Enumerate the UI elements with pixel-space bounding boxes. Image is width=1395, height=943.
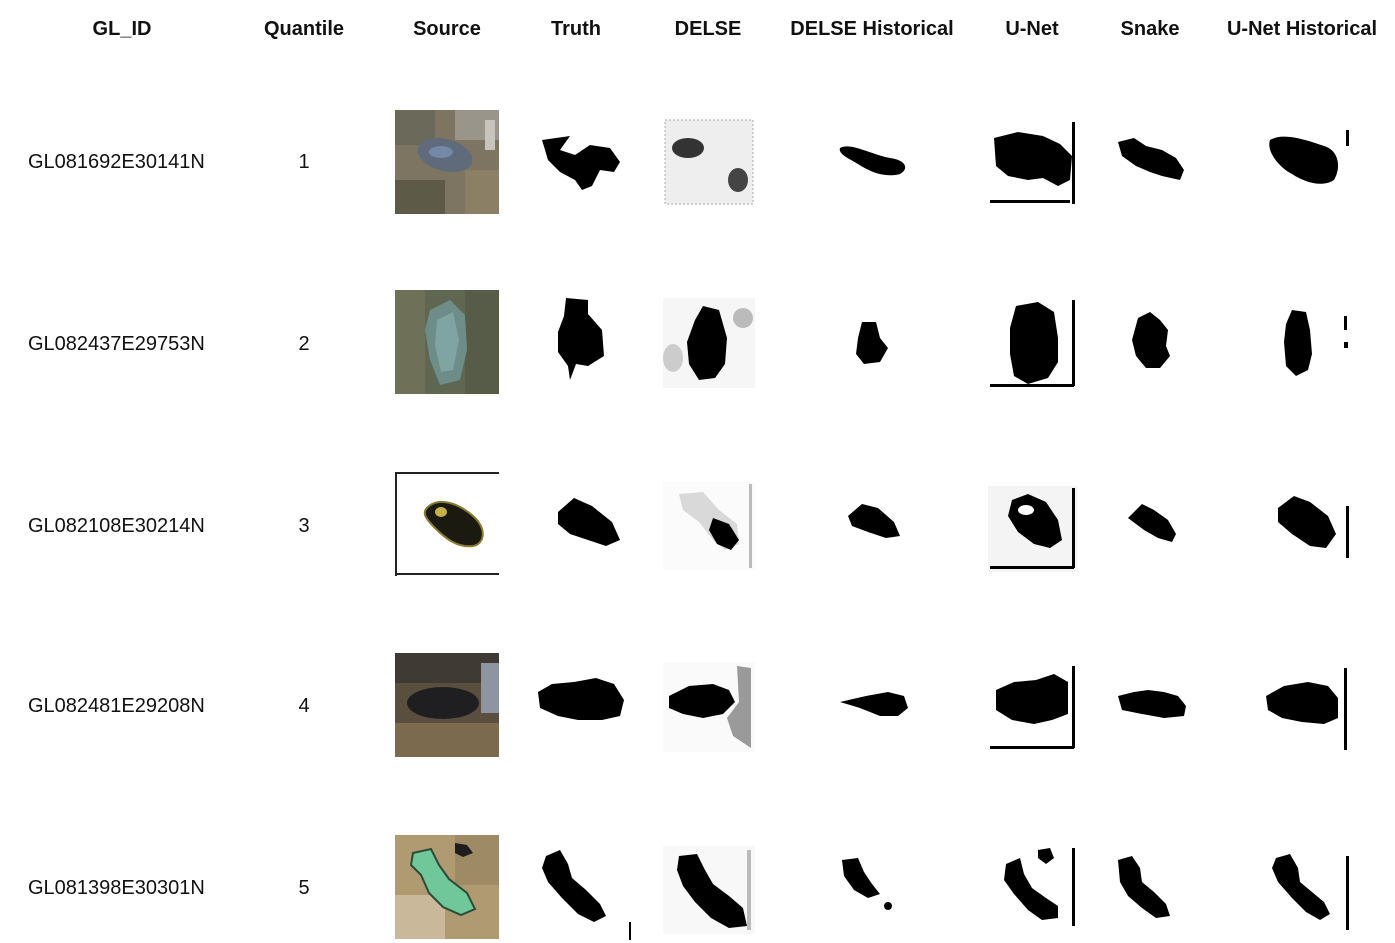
snake-mask: [1118, 856, 1170, 918]
quantile-cell: 5: [298, 877, 310, 899]
divider-tick: [629, 922, 631, 940]
header-truth: Truth: [551, 18, 601, 40]
snake-mask: [1132, 312, 1170, 368]
quantile-cell: 3: [298, 515, 310, 537]
truth-mask: [542, 850, 606, 922]
source-image: [395, 110, 499, 214]
delse-mask: [663, 118, 755, 206]
unet-mask: [988, 486, 1078, 572]
truth-mask: [542, 136, 620, 190]
source-image: [395, 835, 499, 939]
unet-historical-mask: [1278, 496, 1349, 558]
source-image: [395, 653, 499, 757]
unet-historical-mask: [1272, 854, 1349, 930]
gl-id-cell: GL082108E30214N: [28, 515, 205, 537]
header-unet: U-Net: [1005, 18, 1059, 40]
gl-id-cell: GL081398E30301N: [28, 877, 205, 899]
delse-historical-mask: [839, 146, 906, 176]
unet-mask: [1004, 848, 1075, 926]
unet-mask: [990, 300, 1075, 387]
unet-historical-mask: [1284, 310, 1348, 376]
header-delse: DELSE: [674, 18, 742, 40]
source-image: [395, 290, 499, 394]
delse-historical-mask: [840, 692, 908, 716]
snake-mask: [1118, 138, 1184, 180]
delse-mask: [663, 298, 755, 388]
truth-mask: [558, 298, 604, 380]
unet-historical-mask: [1269, 130, 1349, 184]
header-quantile: Quantile: [263, 18, 344, 40]
quantile-cell: 1: [298, 151, 310, 173]
snake-mask: [1118, 690, 1186, 718]
gl-id-cell: GL082481E29208N: [28, 695, 205, 717]
quantile-cell: 2: [298, 333, 310, 355]
delse-mask: [663, 662, 755, 752]
delse-mask: [663, 846, 755, 934]
unet-mask: [990, 122, 1075, 204]
unet-historical-mask: [1266, 668, 1347, 750]
header-snake: Snake: [1120, 18, 1180, 40]
delse-historical-mask: [848, 504, 900, 538]
unet-mask: [990, 666, 1075, 749]
truth-mask: [538, 678, 624, 720]
header-unet-historical: U-Net Historical: [1226, 18, 1378, 40]
header-delse-historical: DELSE Historical: [790, 18, 954, 40]
delse-mask: [663, 482, 755, 570]
header-source: Source: [413, 18, 481, 40]
delse-historical-mask: [842, 858, 892, 910]
truth-mask: [558, 498, 620, 546]
gl-id-cell: GL081692E30141N: [28, 151, 205, 173]
snake-mask: [1128, 504, 1176, 542]
header-gl-id: GL_ID: [92, 18, 152, 40]
source-image: [395, 472, 499, 576]
quantile-cell: 4: [298, 695, 310, 717]
gl-id-cell: GL082437E29753N: [28, 333, 205, 355]
delse-historical-mask: [856, 322, 888, 364]
